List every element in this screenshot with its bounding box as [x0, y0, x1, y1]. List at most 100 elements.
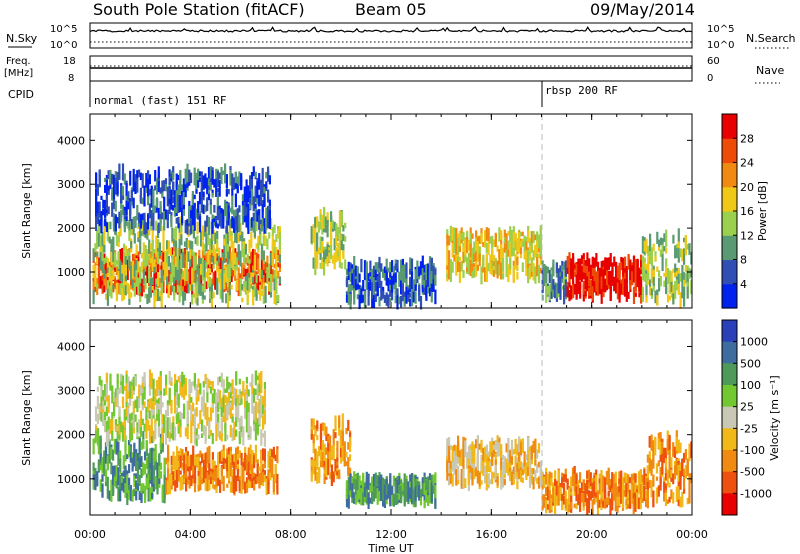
power-cell	[681, 281, 684, 299]
power-cell	[323, 227, 326, 233]
power-cell	[129, 201, 132, 216]
velocity-cell	[464, 478, 467, 488]
power-cell	[643, 258, 646, 276]
velocity-cell	[607, 468, 610, 485]
power-cell	[391, 260, 394, 273]
power-cell	[389, 272, 392, 279]
power-cell	[261, 167, 264, 186]
power-cell	[144, 277, 147, 290]
power-cell	[451, 261, 454, 273]
velocity-cell	[338, 415, 341, 428]
power-cell	[125, 183, 128, 196]
velocity-cell	[186, 425, 189, 440]
power-cell	[403, 276, 406, 283]
power-cell	[207, 182, 211, 191]
power-cell	[260, 243, 264, 261]
velocity-cell	[478, 472, 481, 487]
velocity-cell	[530, 469, 533, 483]
velocity-cell	[403, 492, 406, 507]
power-cell	[150, 210, 153, 226]
power-cell	[473, 267, 476, 278]
power-cell	[593, 279, 596, 293]
power-cell	[218, 172, 221, 180]
power-cell	[237, 244, 240, 261]
power-cell	[198, 267, 201, 283]
velocity-cell	[491, 441, 494, 453]
velocity-cell	[127, 391, 130, 399]
power-cell	[98, 175, 101, 188]
power-cell	[392, 265, 395, 278]
velocity-cell	[249, 428, 252, 440]
power-cell	[492, 261, 496, 266]
velocity-cell	[321, 440, 324, 447]
velocity-cell	[253, 455, 256, 467]
power-cell	[238, 219, 241, 233]
power-cell	[324, 259, 327, 264]
velocity-cell	[183, 403, 186, 419]
velocity-cell	[546, 474, 550, 487]
velocity-cell	[466, 452, 469, 469]
power-cell	[353, 295, 356, 305]
velocity-cell	[607, 482, 610, 490]
velocity-cell	[220, 401, 223, 416]
power-cell	[110, 292, 113, 299]
power-cell	[106, 267, 109, 273]
power-cell	[196, 281, 199, 299]
velocity-cell	[208, 432, 211, 439]
power-cell	[178, 266, 181, 281]
velocity-cell	[570, 491, 573, 497]
velocity-cell	[543, 476, 546, 489]
power-cell	[193, 178, 196, 186]
power-cell	[401, 268, 404, 284]
velocity-cell	[174, 455, 177, 473]
power-cell	[262, 290, 265, 304]
power-cell	[177, 174, 180, 181]
velocity-cell	[427, 476, 430, 493]
power-cell	[225, 244, 228, 259]
velocity-cell	[353, 492, 356, 504]
power-cell	[105, 261, 108, 278]
velocity-cell	[177, 393, 180, 400]
power-cell	[219, 273, 222, 280]
power-cell	[525, 236, 528, 242]
velocity-cell	[147, 463, 150, 476]
power-cell	[203, 277, 206, 293]
power-cell	[140, 253, 144, 259]
nave-right-tick-bottom: 0	[707, 73, 713, 84]
power-cell	[115, 283, 118, 302]
velocity-cell	[242, 426, 245, 435]
velocity-cell	[482, 447, 485, 466]
power-cell	[545, 279, 548, 294]
power-cell	[173, 210, 177, 217]
power-cell	[632, 286, 636, 304]
power-cell	[690, 269, 693, 278]
velocity-cell	[334, 415, 337, 432]
power-cell	[184, 190, 187, 198]
power-cell	[222, 170, 225, 175]
velocity-cell	[602, 475, 605, 485]
velocity-cell	[634, 477, 637, 493]
power-cell	[139, 286, 142, 293]
velocity-cell	[114, 397, 117, 407]
velocity-cell	[616, 496, 619, 506]
power-cell	[112, 219, 116, 227]
velocity-cell	[217, 422, 220, 438]
power-cell	[512, 260, 515, 267]
power-cell	[133, 258, 136, 264]
velocity-cell	[165, 385, 168, 395]
power-cell	[193, 215, 196, 231]
velocity-cell	[217, 377, 220, 386]
power-cell	[268, 209, 271, 227]
power-cell	[95, 216, 98, 231]
power-cell	[257, 275, 260, 289]
power-cell	[102, 199, 105, 216]
power-cell	[187, 239, 190, 248]
velocity-cell	[181, 465, 184, 471]
velocity-cell	[197, 456, 200, 471]
power-cell	[221, 288, 224, 303]
velocity-cell	[254, 474, 257, 480]
power-cell	[213, 204, 216, 213]
power-cell	[181, 190, 184, 202]
velocity-cell	[634, 473, 637, 483]
power-cell	[209, 280, 212, 295]
